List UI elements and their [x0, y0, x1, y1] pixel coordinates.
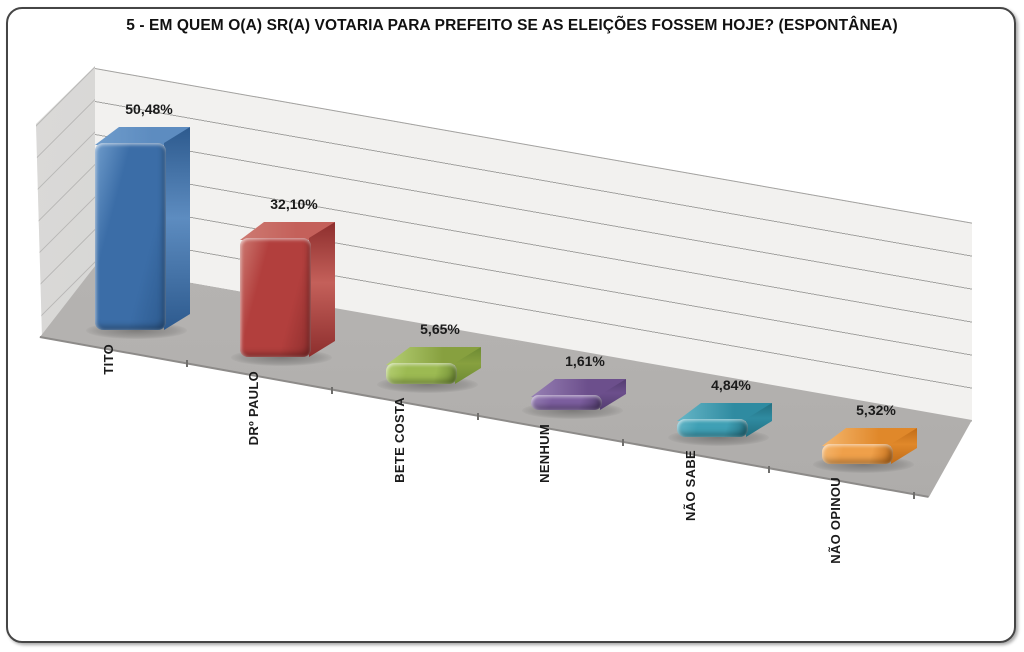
bar-front-face	[240, 238, 311, 357]
bar-value-label: 50,48%	[125, 101, 173, 117]
bar-front-face	[677, 419, 748, 437]
bar-4	[522, 379, 626, 419]
bar-2	[231, 222, 335, 366]
bar-top-face	[822, 428, 917, 446]
bar-top-face	[531, 379, 626, 397]
category-label: BETE COSTA	[392, 397, 407, 483]
axis-tick	[477, 413, 479, 420]
category-label: NENHUM	[537, 424, 552, 483]
axis-tick	[768, 466, 770, 473]
axis-tick	[186, 360, 188, 367]
bar-5	[668, 403, 772, 446]
axis-tick	[622, 439, 624, 446]
bar-value-label: 5,32%	[856, 402, 896, 418]
bar-value-label: 4,84%	[711, 377, 751, 393]
bar-front-face	[822, 444, 893, 464]
bar-front-face	[531, 395, 602, 410]
category-label: NÃO SABE	[683, 450, 698, 522]
bar-side-face	[309, 222, 335, 357]
bar-top-face	[240, 222, 335, 240]
bar-front-face	[95, 143, 166, 330]
bar-value-label: 1,61%	[565, 353, 605, 369]
bar-top-face	[386, 347, 481, 365]
chart-title: 5 - EM QUEM O(A) SR(A) VOTARIA PARA PREF…	[126, 17, 898, 34]
category-label: NÃO OPINOU	[828, 477, 843, 564]
bar-top-face	[95, 127, 190, 145]
bar-top-face	[677, 403, 772, 421]
bar-3	[377, 347, 481, 393]
bar-value-label: 32,10%	[270, 196, 318, 212]
bar-1	[86, 127, 190, 339]
bar-side-face	[164, 127, 190, 330]
bar-front-face	[386, 363, 457, 384]
category-label: DRº PAULO	[246, 371, 261, 446]
axis-tick	[913, 492, 915, 499]
bar-6	[813, 428, 917, 473]
category-label: TITO	[101, 344, 116, 375]
axis-tick	[331, 387, 333, 394]
bar-value-label: 5,65%	[420, 321, 460, 337]
